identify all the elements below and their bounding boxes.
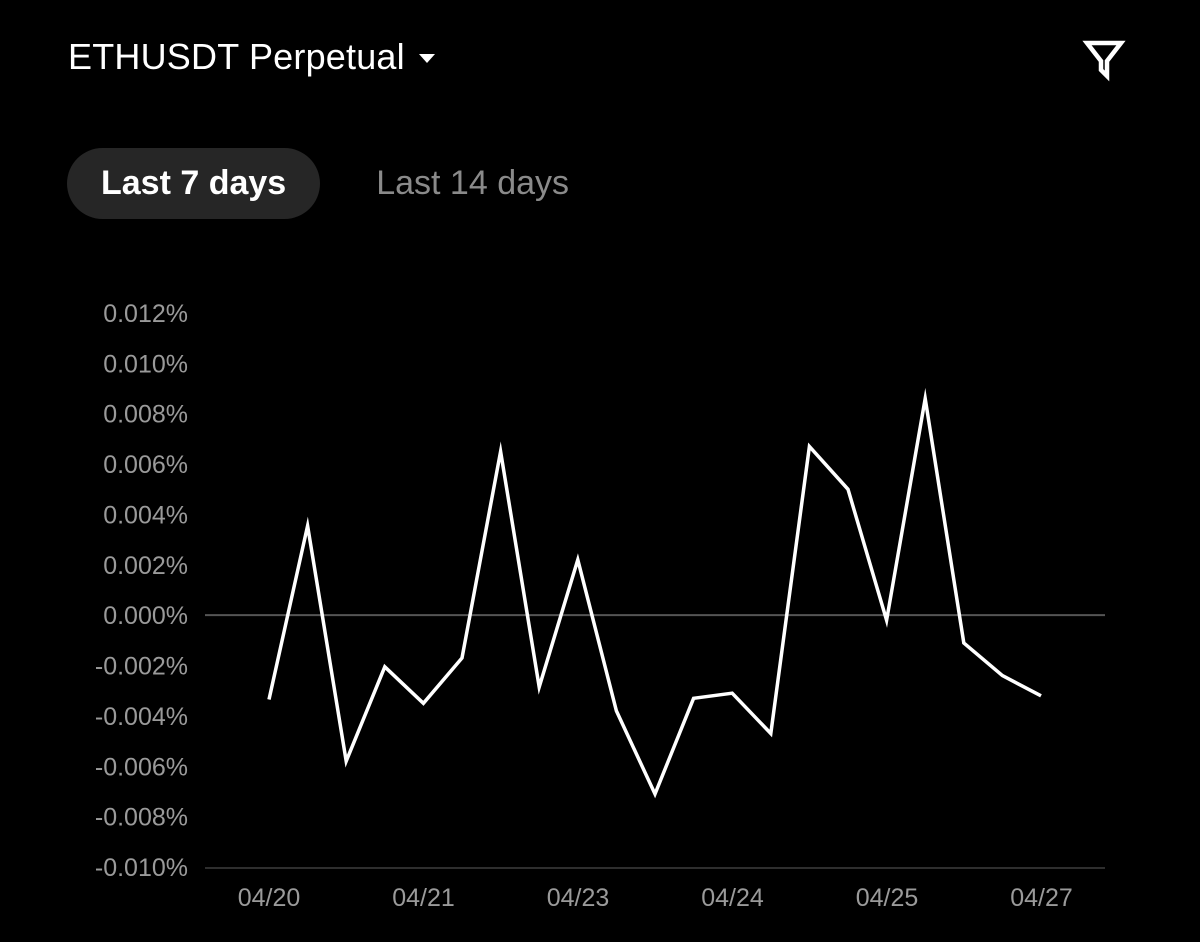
y-tick-label: -0.004% <box>95 703 188 731</box>
symbol-title: ETHUSDT Perpetual <box>68 36 405 77</box>
y-tick-label: 0.008% <box>103 401 188 429</box>
filter-icon <box>1082 40 1126 82</box>
y-tick-label: 0.006% <box>103 451 188 479</box>
y-tick-label: 0.012% <box>103 300 188 328</box>
tab-last-14-days[interactable]: Last 14 days <box>376 164 570 202</box>
funding-rate-line <box>267 387 1042 799</box>
x-tick-label: 04/24 <box>701 884 764 912</box>
symbol-selector[interactable]: ETHUSDT Perpetual <box>68 36 435 78</box>
y-tick-label: 0.004% <box>103 501 188 529</box>
y-tick-label: -0.006% <box>95 753 188 781</box>
x-tick-label: 04/21 <box>392 884 455 912</box>
filter-button[interactable] <box>1082 38 1126 82</box>
x-tick-label: 04/27 <box>1010 884 1073 912</box>
period-tabs: Last 7 days Last 14 days <box>67 148 601 219</box>
y-tick-label: 0.002% <box>103 552 188 580</box>
y-tick-label: -0.008% <box>95 804 188 832</box>
y-tick-label: 0.000% <box>103 602 188 630</box>
x-tick-label: 04/20 <box>238 884 301 912</box>
y-tick-label: -0.010% <box>95 854 188 882</box>
x-tick-label: 04/25 <box>856 884 919 912</box>
y-tick-label: -0.002% <box>95 653 188 681</box>
caret-down-icon <box>418 53 435 63</box>
y-tick-label: 0.010% <box>103 350 188 378</box>
x-tick-label: 04/23 <box>547 884 610 912</box>
tab-last-7-days[interactable]: Last 7 days <box>67 148 321 219</box>
